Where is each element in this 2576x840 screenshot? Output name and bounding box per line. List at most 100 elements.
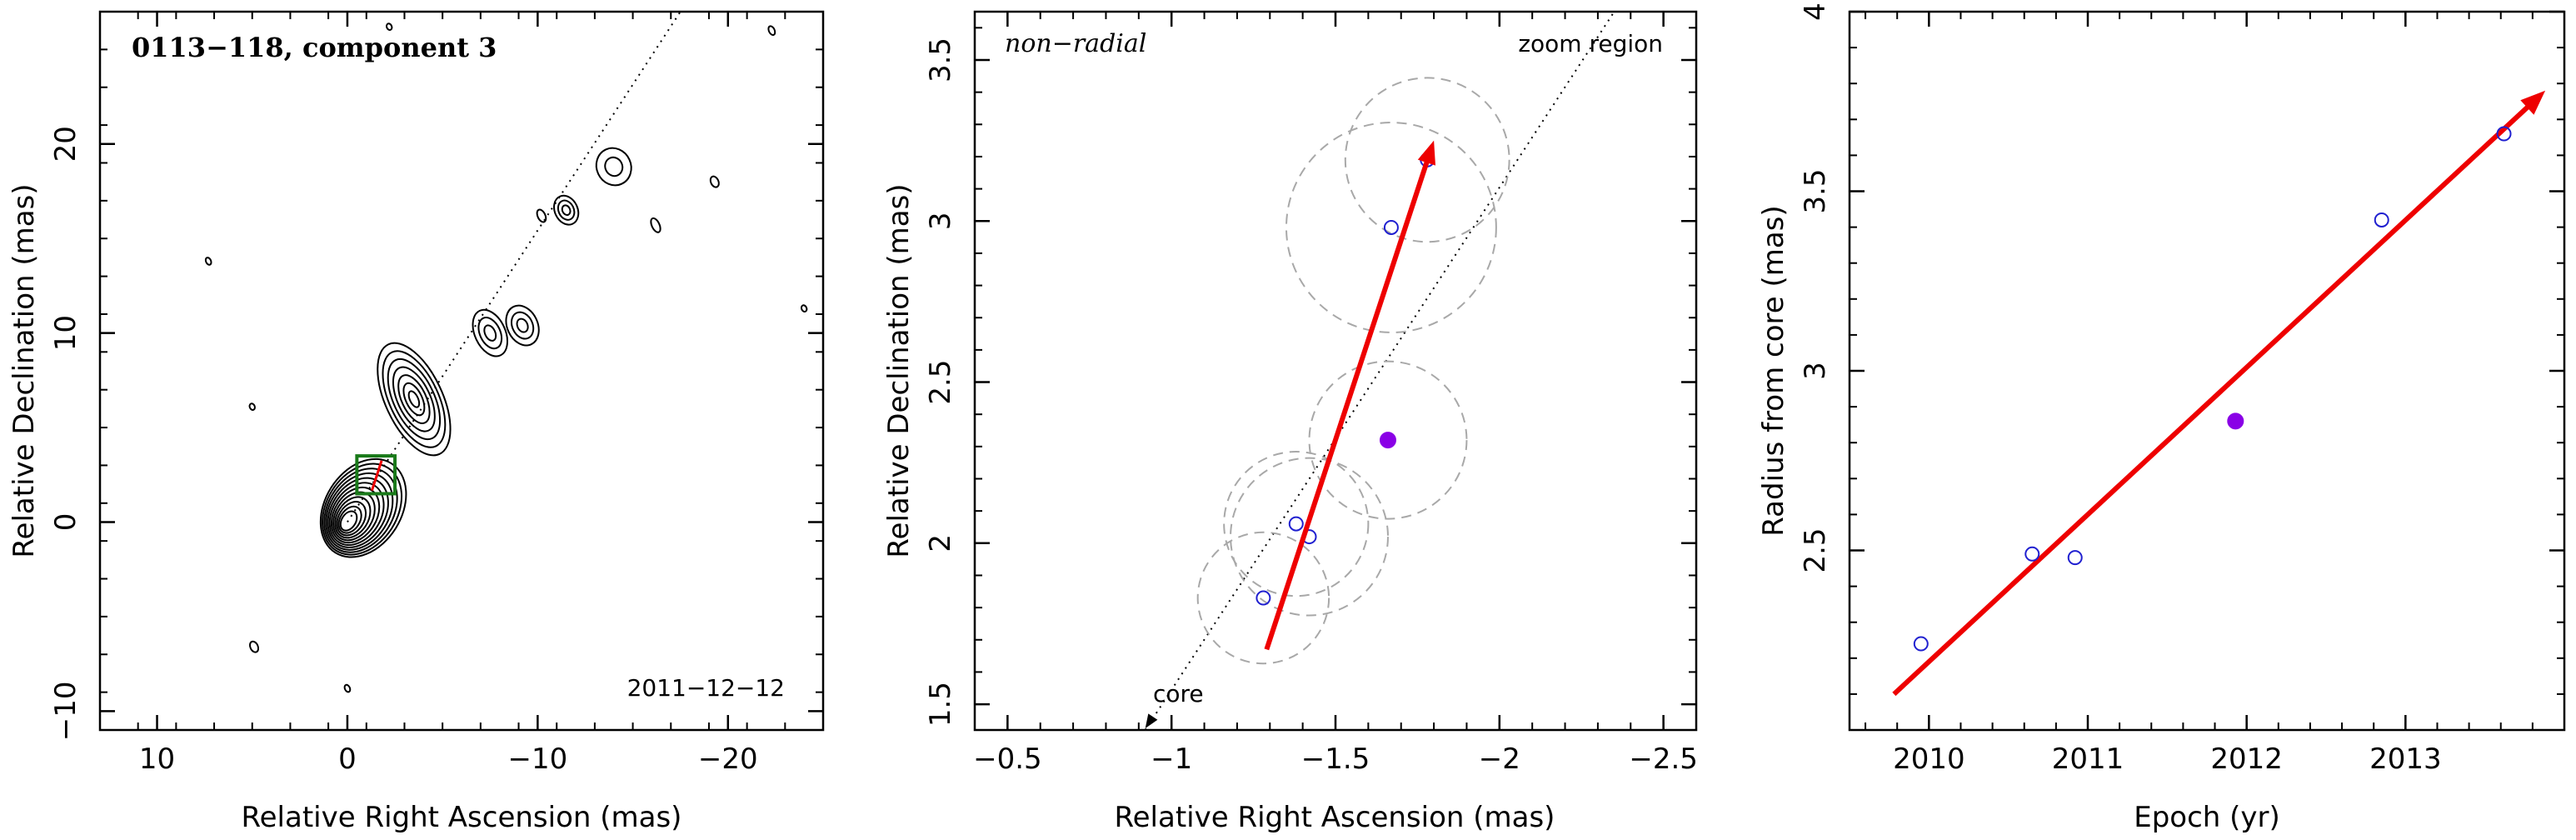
- data-point: [2067, 550, 2083, 566]
- jet-contour: [382, 350, 447, 448]
- jet-contour: [407, 390, 421, 408]
- panel-2-ticks: −0.5 −1 −1.5 −2 −2.5 1.5 2 2.5 3 3.5: [924, 12, 1698, 776]
- data-point: [1383, 219, 1399, 235]
- core-contour: [337, 505, 362, 534]
- uncertainty-circle: [1230, 457, 1389, 617]
- jet-contour: [483, 324, 497, 342]
- data-point: [2024, 546, 2040, 562]
- panel-3-plot-area: [1892, 90, 2546, 697]
- jet-contour: [650, 217, 661, 233]
- core-contour: [327, 477, 389, 548]
- y-tick-label: 3.5: [924, 38, 957, 82]
- x-tick-label: 10: [139, 742, 175, 776]
- y-tick-label: −10: [49, 681, 82, 741]
- core-contour: [334, 496, 372, 539]
- jet-contour: [397, 374, 431, 424]
- core-contour: [336, 501, 367, 537]
- jet-contour: [557, 199, 576, 221]
- y-tick-label: 2.5: [924, 359, 957, 404]
- uncertainty-circle: [1308, 360, 1468, 520]
- jet-contour: [536, 208, 547, 223]
- panel-2-frame: [973, 10, 1698, 732]
- x-tick-label: 2012: [2210, 742, 2283, 776]
- panel-1-plot-area: [204, 11, 808, 693]
- data-point: [2496, 126, 2512, 142]
- panel-2-zoom-region-label: zoom region: [1518, 30, 1663, 58]
- y-tick-label: 2: [924, 534, 957, 552]
- panel-1-ticks: 10 0 −10 −20 −10 0 10 20: [49, 11, 824, 776]
- x-tick-label: 2013: [2369, 742, 2442, 776]
- data-point: [2374, 212, 2389, 228]
- jet-contour: [248, 402, 256, 411]
- jet-contour: [472, 308, 508, 358]
- uncertainty-circle: [1196, 531, 1330, 665]
- jet-contour: [767, 25, 776, 37]
- data-point: [1913, 636, 1929, 652]
- data-point-filled: [2227, 412, 2244, 430]
- y-tick-label: 20: [49, 126, 82, 162]
- x-tick-label: −1: [1151, 742, 1192, 776]
- panel-3-frame: [1848, 10, 2566, 732]
- jet-contour: [800, 304, 808, 312]
- panel-1-y-axis-label: Relative Declination (mas): [7, 183, 41, 558]
- y-tick-label: 1.5: [924, 682, 957, 727]
- core-contour: [319, 458, 407, 558]
- jet-contour: [392, 366, 436, 432]
- panel-2-y-axis-label: Relative Declination (mas): [882, 183, 916, 558]
- x-tick-label: −0.5: [973, 742, 1042, 776]
- y-tick-label: 3: [1799, 362, 1832, 380]
- jet-contour: [343, 683, 352, 693]
- panel-3-x-axis-label: Epoch (yr): [2134, 801, 2280, 834]
- panel-3-y-axis-label: Radius from core (mas): [1757, 205, 1790, 536]
- panel-2-plot-area: [1144, 11, 1615, 731]
- x-tick-label: −10: [507, 742, 567, 776]
- motion-arrowhead: [1417, 140, 1435, 166]
- y-tick-label: 4: [1799, 2, 1832, 21]
- jet-contour: [204, 257, 212, 266]
- y-tick-label: 10: [49, 315, 82, 351]
- data-point: [1256, 590, 1271, 606]
- fit-arrow: [1892, 102, 2533, 697]
- x-tick-label: −2.5: [1629, 742, 1698, 776]
- core-contour: [339, 510, 358, 532]
- core-direction-arrowhead: [1145, 713, 1158, 728]
- motion-arrow-small: [370, 460, 383, 492]
- jet-contour: [516, 318, 529, 333]
- panel-2-x-axis-label: Relative Right Ascension (mas): [1115, 801, 1555, 834]
- core-contour: [325, 472, 394, 551]
- panel-2-nonradial-label: non−radial: [1005, 29, 1146, 58]
- direction-line: [347, 11, 681, 523]
- panel-2-core-label: core: [1153, 680, 1204, 708]
- jet-contour: [595, 147, 632, 187]
- panel-1-epoch-label: 2011−12−12: [627, 674, 785, 702]
- panel-3-ticks: 2010 2011 2012 2013 2.5 3 3.5 4: [1799, 2, 2565, 776]
- x-tick-label: −1.5: [1301, 742, 1370, 776]
- y-tick-label: 2.5: [1799, 528, 1832, 572]
- y-tick-label: 3.5: [1799, 168, 1832, 213]
- y-tick-label: 0: [49, 513, 82, 532]
- panel-radius-vs-epoch: 2010 2011 2012 2013 2.5 3 3.5 4 Epoch (yr) Radi…: [1757, 2, 2566, 834]
- y-tick-label: 3: [924, 212, 957, 230]
- jet-contour: [248, 640, 260, 653]
- jet-contour: [553, 194, 580, 226]
- jet-contour: [377, 342, 452, 457]
- jet-contour: [387, 358, 442, 441]
- x-tick-label: 2010: [1893, 742, 1965, 776]
- jet-contour: [561, 204, 572, 216]
- uncertainty-circle: [1223, 451, 1370, 598]
- direction-line: [1144, 11, 1615, 731]
- fit-arrowhead: [2520, 90, 2546, 115]
- core-contour: [322, 462, 403, 556]
- jet-contour: [604, 156, 624, 178]
- data-point-filled: [1379, 432, 1396, 449]
- x-tick-label: 2011: [2052, 742, 2124, 776]
- jet-contour: [505, 304, 540, 347]
- motion-arrow: [1264, 157, 1431, 651]
- panel-1-frame: [98, 10, 825, 732]
- jet-contour: [709, 175, 720, 188]
- uncertainty-circle: [1344, 77, 1510, 243]
- jet-contour: [511, 311, 535, 340]
- jet-contour: [385, 22, 393, 31]
